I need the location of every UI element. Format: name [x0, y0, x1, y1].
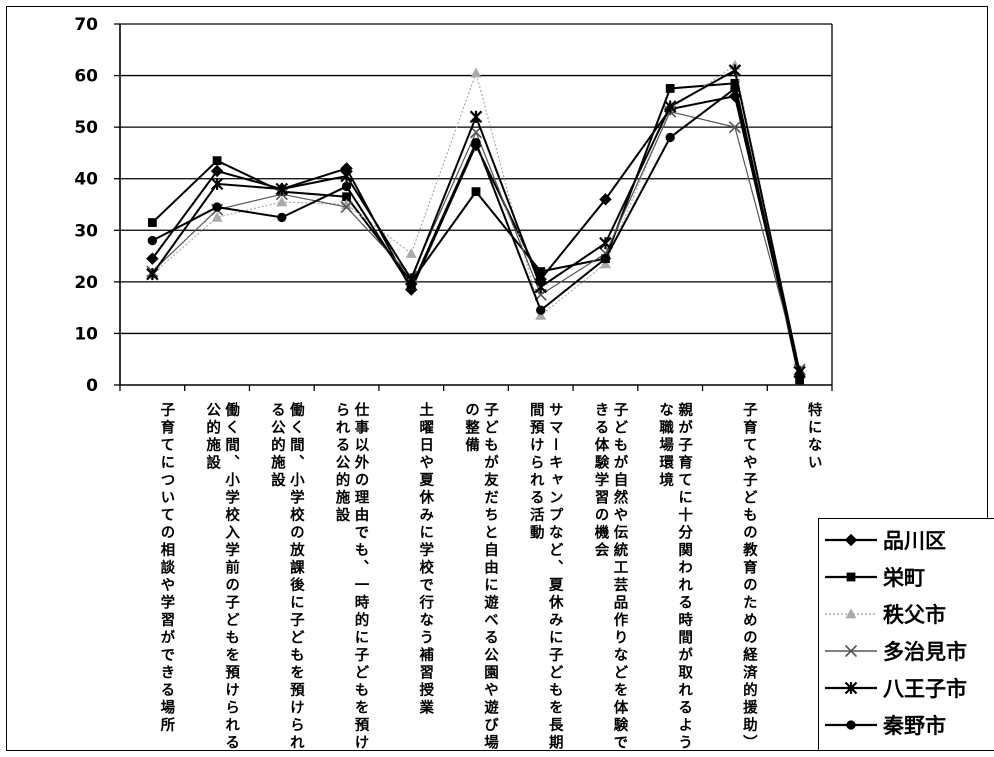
data-point	[730, 83, 740, 94]
series-asterisk	[146, 64, 806, 379]
x-tick-label: 子どもが友だちと自由に遊べる公園や遊び場の整備	[463, 402, 498, 752]
data-point	[665, 132, 675, 143]
data-point	[211, 211, 223, 222]
series-square	[147, 78, 805, 385]
x-tick-label: 土曜日や夏休みに学校で行なう補習授業	[417, 402, 434, 717]
x-tick-label: 仕事以外の理由でも、一時的に子どもを預けられる公的施設	[333, 402, 369, 752]
data-point	[536, 305, 546, 315]
y-tick-label: 70	[74, 15, 98, 35]
data-point	[846, 720, 856, 730]
data-point	[470, 67, 482, 78]
series-group	[146, 59, 806, 385]
y-tick-label: 40	[74, 170, 98, 190]
legend-item: 品川区	[823, 525, 946, 555]
legend-item: 秩父市	[823, 599, 946, 629]
data-point	[536, 267, 546, 276]
series-diamond	[146, 89, 806, 381]
legend-item: 栄町	[823, 562, 925, 592]
data-point	[599, 193, 612, 206]
x-tick-label: 働く間、小学校入学前の子どもを預けられる公的施設	[204, 402, 240, 752]
data-point	[471, 187, 481, 197]
x-tick-label: 働く間、小学校の放課後に子どもを預けられる公的施設	[268, 402, 304, 752]
data-point	[342, 192, 351, 202]
x-tick-label: 子育てや子どもの教育のための経済的援助）	[740, 402, 757, 752]
data-point	[534, 280, 548, 294]
data-point	[469, 110, 483, 124]
data-point	[846, 572, 856, 582]
x-tick-label: 子育てについての相談や学習ができる場所	[158, 402, 175, 735]
data-point	[212, 202, 222, 212]
data-point	[277, 212, 287, 223]
y-tick-label: 60	[74, 67, 98, 87]
grid-lines	[120, 23, 832, 335]
data-point	[340, 169, 353, 183]
x-tick-label: 特にない	[805, 402, 822, 472]
legend-item: 八王子市	[823, 673, 967, 703]
legend-swatch	[825, 681, 877, 695]
x-tick-label: 親が子育てに十分関われる時間が取れるような職場環境	[657, 402, 693, 752]
axes	[114, 23, 833, 391]
data-point	[212, 156, 222, 166]
legend-swatch	[825, 644, 877, 658]
data-point	[405, 247, 417, 258]
data-point	[600, 253, 611, 264]
legend: 品川区 栄町 秩父市 多治見市 八王子市 秦野市	[818, 518, 994, 751]
legend-item: 秦野市	[823, 710, 946, 740]
legend-label: 多治見市	[883, 640, 967, 664]
chart-frame	[6, 6, 988, 751]
data-point	[728, 64, 742, 77]
y-tick-label: 10	[74, 324, 98, 344]
y-axis-ticks: 0 10 20 30 40 50 60 70	[74, 15, 98, 396]
legend-item: 多治見市	[823, 636, 967, 666]
data-point	[728, 121, 741, 134]
data-point	[146, 267, 159, 281]
data-point	[147, 235, 158, 246]
data-point	[665, 84, 675, 93]
data-point	[406, 282, 416, 292]
data-point	[210, 177, 224, 191]
data-point	[844, 681, 858, 695]
data-point	[147, 218, 157, 227]
data-point	[794, 370, 805, 380]
legend-swatch	[825, 572, 877, 582]
y-tick-label: 30	[74, 221, 98, 241]
legend-swatch	[825, 533, 877, 547]
data-point	[340, 201, 353, 214]
data-point	[471, 137, 481, 148]
data-point	[730, 78, 740, 88]
legend-label: 秦野市	[883, 714, 946, 738]
data-point	[844, 644, 858, 658]
x-tick-label: 子どもが自然や伝統工芸品作りなどを体験できる体験学習の機会	[592, 402, 628, 752]
data-point	[844, 533, 858, 547]
legend-swatch	[825, 608, 877, 619]
y-tick-label: 20	[74, 273, 98, 293]
data-point	[795, 375, 805, 385]
legend-label: 秩父市	[883, 603, 946, 627]
data-point	[210, 164, 224, 178]
data-point	[275, 182, 289, 196]
legend-label: 栄町	[883, 566, 925, 590]
data-point	[845, 608, 857, 619]
legend-swatch	[825, 720, 877, 730]
series-circle	[147, 83, 805, 380]
data-point	[341, 181, 352, 192]
y-tick-label: 50	[74, 118, 98, 138]
series-triangle	[146, 59, 806, 374]
data-point	[276, 196, 288, 207]
data-point	[146, 252, 159, 265]
y-tick-label: 0	[86, 376, 98, 396]
legend-label: 八王子市	[883, 677, 967, 701]
legend-label: 品川区	[883, 529, 946, 553]
data-point	[663, 100, 677, 113]
data-point	[599, 236, 612, 250]
x-tick-label: サマーキャンプなど、夏休みに子どもを長期間預けられる活動	[527, 402, 563, 752]
